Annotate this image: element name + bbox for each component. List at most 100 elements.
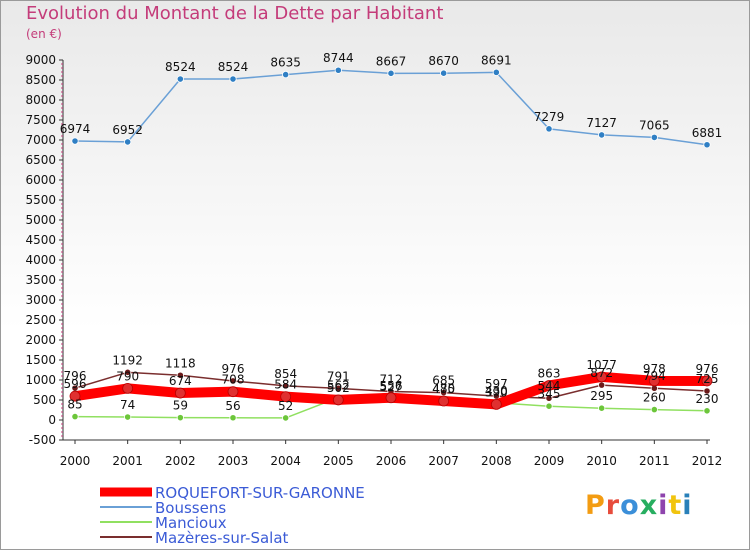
data-point [124,413,132,421]
data-label: 976 [222,362,245,376]
data-label: 475 [432,382,455,396]
y-tick-label: 4000 [25,253,56,267]
y-axis-unit: (en €) [26,27,62,41]
data-label: 6952 [112,123,143,137]
data-label: 556 [380,379,403,393]
data-label: 8524 [218,60,249,74]
data-point [598,404,606,412]
y-tick-label: 1000 [25,373,56,387]
data-point [648,375,660,387]
data-label: 8670 [428,54,459,68]
x-tick-label: 2002 [165,454,196,468]
y-tick-label: 2000 [25,333,56,347]
logo-letter: x [639,490,659,521]
data-label: 596 [64,377,87,391]
data-point [332,394,344,406]
data-label: 685 [432,374,455,388]
y-tick-label: 0 [48,413,56,427]
data-point [229,75,237,83]
data-point [229,377,237,385]
data-label: 791 [327,369,350,383]
data-point [334,66,342,74]
y-tick-label: 7000 [25,133,56,147]
data-label: 230 [696,392,719,406]
data-label: 527 [380,380,403,394]
data-point [229,414,237,422]
data-label: 56 [225,399,240,413]
data-point [71,137,79,145]
data-label: 6881 [692,126,723,140]
x-tick-label: 2003 [218,454,249,468]
x-tick-label: 2011 [639,454,670,468]
data-label: 976 [696,362,719,376]
data-label: 85 [67,398,82,412]
data-label: 796 [64,369,87,383]
data-point [543,380,555,391]
data-label: 1118 [165,356,196,370]
data-point [492,68,500,76]
y-tick-label: 500 [33,393,56,407]
data-point [282,414,290,422]
data-label: 7065 [639,118,670,132]
data-point [71,412,79,421]
legend-label: Mancioux [155,514,227,532]
data-label: 674 [169,374,192,388]
legend-label: Mazères-sur-Salat [155,529,289,547]
data-label: 544 [538,379,561,393]
data-point [703,387,711,395]
data-point [703,407,711,415]
data-point [385,392,397,404]
data-label: 597 [485,377,508,391]
y-tick-label: 5000 [25,213,56,227]
data-point [650,405,658,414]
data-label: 8744 [323,51,354,65]
data-label: 562 [327,379,350,393]
data-point [701,375,713,387]
y-tick-label: 3500 [25,273,56,287]
y-tick-label: 9000 [25,53,56,67]
y-tick-label: 8000 [25,93,56,107]
data-label: 854 [274,367,297,381]
legend-label: Boussens [155,499,226,517]
y-tick-label: -500 [29,433,56,447]
data-point [440,69,448,77]
data-point [598,381,606,389]
x-tick-label: 2008 [481,454,512,468]
data-label: 59 [173,399,188,413]
y-tick-label: 4500 [25,233,56,247]
data-point [176,414,184,422]
data-label: 708 [222,373,245,387]
data-label: 8635 [270,56,301,70]
data-point [122,382,134,394]
data-label: 7279 [534,110,565,124]
data-label: 345 [538,387,561,401]
data-point [545,402,553,410]
data-point [598,131,606,139]
data-label: 260 [643,391,666,405]
data-label: 978 [643,362,666,376]
data-point [703,141,711,149]
data-label: 6974 [60,122,91,136]
logo-letter: i [682,490,693,521]
data-point [650,133,658,141]
data-label: 390 [485,385,508,399]
data-label: 295 [590,389,613,403]
y-tick-label: 6000 [25,173,56,187]
data-point [282,71,290,79]
x-tick-label: 2007 [428,454,459,468]
x-tick-label: 2001 [112,454,143,468]
data-label: 480 [432,382,455,396]
data-label: 584 [274,378,297,392]
data-label: 712 [380,373,403,387]
data-label: 863 [538,366,561,380]
data-point [438,395,450,407]
data-point [545,394,553,402]
data-label: 725 [696,372,719,386]
y-tick-label: 1500 [25,353,56,367]
series-line [74,69,708,146]
y-tick-label: 5500 [25,193,56,207]
legend-label: ROQUEFORT-SUR-GARONNE [155,484,365,502]
logo-letter: P [585,490,606,521]
y-tick-label: 3000 [25,293,56,307]
